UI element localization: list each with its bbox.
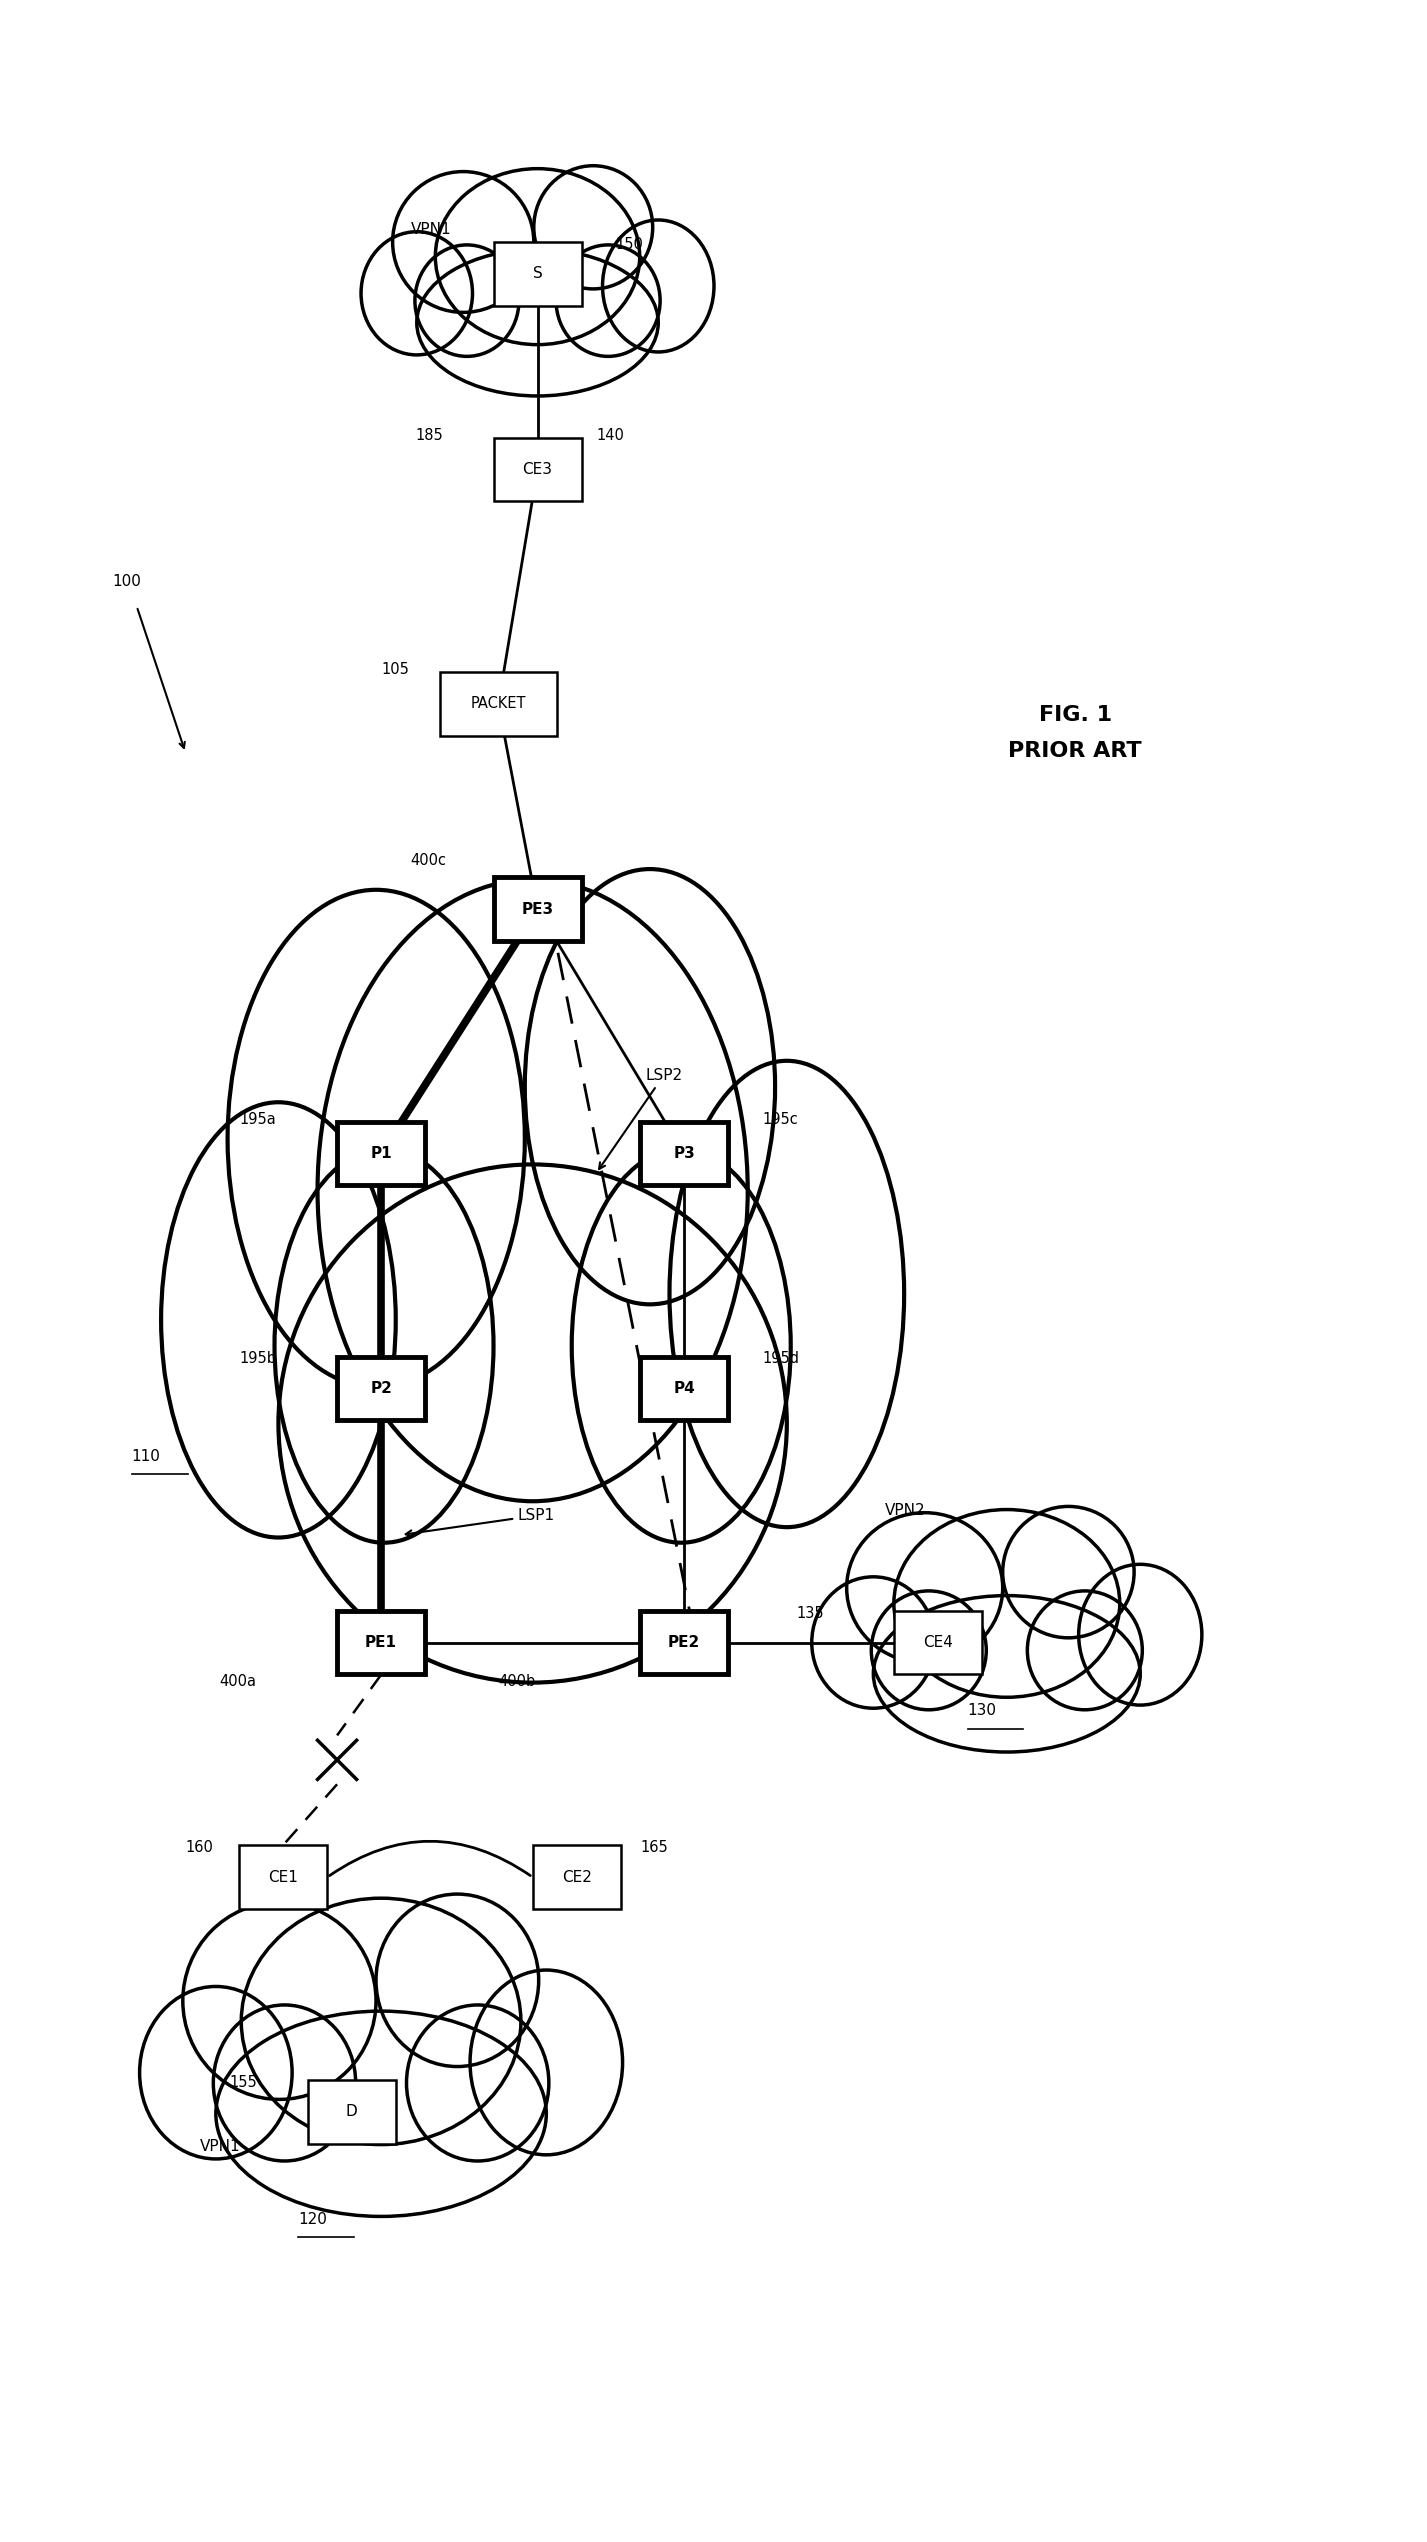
FancyBboxPatch shape bbox=[337, 1612, 425, 1675]
Ellipse shape bbox=[215, 2011, 547, 2217]
Ellipse shape bbox=[361, 231, 472, 356]
FancyBboxPatch shape bbox=[641, 1121, 728, 1185]
Text: 400b: 400b bbox=[498, 1675, 535, 1688]
Text: P2: P2 bbox=[370, 1380, 392, 1396]
FancyBboxPatch shape bbox=[641, 1612, 728, 1675]
Text: 400a: 400a bbox=[220, 1675, 257, 1688]
Text: VPN1: VPN1 bbox=[200, 2138, 241, 2153]
FancyBboxPatch shape bbox=[240, 1845, 327, 1909]
Text: PE2: PE2 bbox=[668, 1635, 701, 1650]
Text: CE4: CE4 bbox=[923, 1635, 953, 1650]
Text: 105: 105 bbox=[381, 663, 410, 676]
Text: 195a: 195a bbox=[240, 1111, 275, 1126]
Ellipse shape bbox=[161, 1103, 395, 1538]
Ellipse shape bbox=[846, 1512, 1003, 1662]
Ellipse shape bbox=[669, 1060, 905, 1528]
Ellipse shape bbox=[872, 1591, 986, 1711]
Text: 165: 165 bbox=[641, 1840, 668, 1856]
Ellipse shape bbox=[183, 1901, 375, 2100]
FancyBboxPatch shape bbox=[494, 241, 582, 305]
Text: CE1: CE1 bbox=[268, 1871, 298, 1884]
Text: P4: P4 bbox=[674, 1380, 695, 1396]
Ellipse shape bbox=[534, 165, 652, 290]
FancyBboxPatch shape bbox=[440, 671, 557, 735]
Text: 185: 185 bbox=[415, 427, 442, 442]
Text: 130: 130 bbox=[968, 1703, 996, 1718]
Ellipse shape bbox=[469, 1970, 622, 2156]
FancyBboxPatch shape bbox=[494, 437, 582, 501]
Ellipse shape bbox=[1079, 1563, 1202, 1706]
Text: CE3: CE3 bbox=[522, 463, 552, 478]
Ellipse shape bbox=[318, 880, 748, 1502]
Text: D: D bbox=[345, 2105, 358, 2120]
Text: CE2: CE2 bbox=[562, 1871, 592, 1884]
Text: P3: P3 bbox=[674, 1146, 695, 1162]
Text: 195b: 195b bbox=[240, 1352, 277, 1368]
FancyBboxPatch shape bbox=[895, 1612, 982, 1675]
Text: S: S bbox=[532, 267, 542, 282]
FancyBboxPatch shape bbox=[337, 1121, 425, 1185]
FancyBboxPatch shape bbox=[308, 2079, 395, 2143]
Text: P1: P1 bbox=[370, 1146, 392, 1162]
Ellipse shape bbox=[140, 1985, 293, 2158]
Ellipse shape bbox=[278, 1164, 786, 1683]
Text: PE1: PE1 bbox=[365, 1635, 397, 1650]
Text: 135: 135 bbox=[796, 1607, 825, 1622]
FancyBboxPatch shape bbox=[641, 1357, 728, 1421]
Text: 160: 160 bbox=[186, 1840, 214, 1856]
Ellipse shape bbox=[392, 173, 534, 313]
FancyBboxPatch shape bbox=[494, 877, 582, 941]
Text: 120: 120 bbox=[298, 2212, 327, 2227]
Text: PACKET: PACKET bbox=[471, 697, 527, 712]
Ellipse shape bbox=[873, 1596, 1140, 1751]
Text: 400c: 400c bbox=[411, 854, 447, 867]
Ellipse shape bbox=[1027, 1591, 1143, 1711]
Ellipse shape bbox=[227, 890, 525, 1388]
FancyBboxPatch shape bbox=[337, 1357, 425, 1421]
Text: 100: 100 bbox=[113, 574, 141, 590]
Text: LSP1: LSP1 bbox=[405, 1507, 555, 1535]
Text: VPN1: VPN1 bbox=[411, 221, 451, 236]
Text: 195c: 195c bbox=[762, 1111, 798, 1126]
Text: 110: 110 bbox=[131, 1449, 161, 1464]
Ellipse shape bbox=[602, 221, 714, 351]
Ellipse shape bbox=[1003, 1507, 1134, 1637]
FancyBboxPatch shape bbox=[532, 1845, 621, 1909]
Text: 155: 155 bbox=[230, 2074, 257, 2090]
Text: 195d: 195d bbox=[762, 1352, 799, 1368]
Ellipse shape bbox=[525, 869, 775, 1304]
Ellipse shape bbox=[435, 168, 639, 346]
Ellipse shape bbox=[274, 1149, 494, 1543]
Ellipse shape bbox=[572, 1149, 791, 1543]
Ellipse shape bbox=[893, 1510, 1120, 1698]
Ellipse shape bbox=[417, 249, 658, 397]
Text: FIG. 1
PRIOR ART: FIG. 1 PRIOR ART bbox=[1009, 704, 1142, 760]
Text: PE3: PE3 bbox=[521, 902, 554, 918]
Ellipse shape bbox=[375, 1894, 538, 2067]
Text: LSP2: LSP2 bbox=[599, 1068, 682, 1169]
Ellipse shape bbox=[407, 2006, 549, 2161]
Text: 140: 140 bbox=[596, 427, 624, 442]
Text: VPN2: VPN2 bbox=[885, 1502, 925, 1518]
Ellipse shape bbox=[241, 1899, 521, 2145]
Ellipse shape bbox=[415, 244, 519, 356]
Ellipse shape bbox=[557, 244, 661, 356]
Text: 150: 150 bbox=[615, 236, 644, 252]
Ellipse shape bbox=[213, 2006, 355, 2161]
Ellipse shape bbox=[812, 1576, 935, 1708]
